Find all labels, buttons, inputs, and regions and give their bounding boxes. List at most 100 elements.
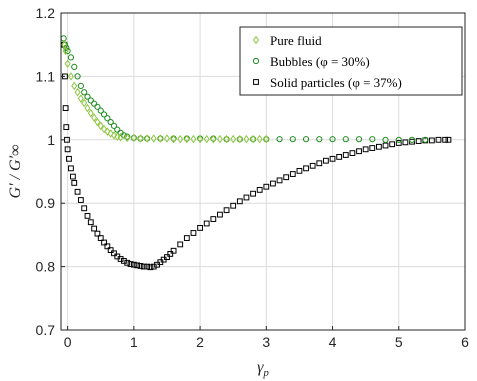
data-point xyxy=(74,188,81,195)
data-point xyxy=(91,100,98,107)
data-point xyxy=(61,40,68,49)
data-point xyxy=(203,220,210,227)
data-point xyxy=(97,121,104,131)
x-tick-label: 6 xyxy=(461,334,469,350)
data-point xyxy=(74,87,81,97)
data-point xyxy=(389,141,396,148)
legend-label: Pure fluid xyxy=(270,33,322,48)
y-tick-label: 0.9 xyxy=(36,195,56,211)
data-point xyxy=(107,129,114,138)
data-point xyxy=(100,111,108,118)
data-point xyxy=(157,134,164,143)
legend-label: Bubbles (φ = 30%) xyxy=(270,54,370,69)
data-point xyxy=(130,261,137,268)
data-point xyxy=(177,134,184,144)
data-point xyxy=(104,127,111,136)
data-point xyxy=(140,263,147,270)
data-point xyxy=(67,54,75,61)
data-point xyxy=(97,235,104,241)
data-point xyxy=(74,73,81,80)
plot-area xyxy=(60,35,452,271)
data-point xyxy=(87,97,94,104)
data-point xyxy=(296,167,303,174)
data-point xyxy=(263,183,270,190)
y-tick-label: 0.7 xyxy=(36,322,56,338)
data-point xyxy=(110,122,118,129)
data-point xyxy=(256,186,263,193)
data-point xyxy=(71,63,78,70)
x-tick-label: 5 xyxy=(395,334,403,350)
data-point xyxy=(369,136,376,143)
data-point xyxy=(243,134,250,144)
data-point xyxy=(190,230,197,236)
data-point xyxy=(316,160,323,167)
data-point xyxy=(68,165,74,172)
data-point xyxy=(94,117,101,127)
data-point xyxy=(71,180,78,186)
data-point xyxy=(336,154,343,160)
data-point xyxy=(402,139,409,146)
data-point xyxy=(77,82,84,90)
data-point xyxy=(150,134,157,143)
data-point xyxy=(230,202,237,209)
data-point xyxy=(137,263,144,269)
data-point xyxy=(84,93,91,100)
y-tick-label: 0.8 xyxy=(36,259,56,275)
data-point xyxy=(250,190,256,197)
data-point xyxy=(144,263,150,270)
data-point xyxy=(167,251,174,257)
data-point xyxy=(163,134,170,143)
data-point xyxy=(329,136,336,143)
data-point xyxy=(87,219,94,226)
data-point xyxy=(289,171,296,177)
data-point xyxy=(190,134,197,144)
data-point xyxy=(110,131,117,140)
data-point xyxy=(67,72,74,81)
data-point xyxy=(144,134,151,143)
legend-box xyxy=(239,26,463,96)
data-point xyxy=(395,136,402,143)
data-point xyxy=(349,150,356,157)
data-point xyxy=(64,47,71,55)
data-point xyxy=(127,261,134,267)
series-circle xyxy=(60,35,429,143)
data-point xyxy=(183,235,190,241)
data-point xyxy=(64,59,71,68)
data-point xyxy=(382,136,389,143)
data-point xyxy=(342,136,349,143)
data-point xyxy=(81,205,88,212)
series-diamond xyxy=(61,40,270,144)
data-point xyxy=(63,124,70,131)
data-point xyxy=(369,145,376,151)
data-point xyxy=(210,134,217,144)
x-axis-ticks: 0 1 2 3 4 5 6 xyxy=(64,326,469,350)
data-point xyxy=(114,126,121,133)
data-point xyxy=(101,239,107,246)
data-point xyxy=(104,115,111,122)
data-point xyxy=(263,134,270,144)
x-tick-label: 0 xyxy=(64,334,72,350)
x-tick-label: 2 xyxy=(196,334,204,350)
data-point xyxy=(197,225,203,231)
data-point xyxy=(70,173,76,180)
x-axis-label-subscript: p xyxy=(262,367,269,379)
data-point xyxy=(445,136,452,143)
data-point xyxy=(134,262,141,269)
data-point xyxy=(435,136,442,143)
y-axis-label: G′ / G′∞ xyxy=(7,145,24,199)
data-point xyxy=(94,103,101,110)
data-point xyxy=(362,146,369,153)
data-point xyxy=(62,46,69,56)
data-point xyxy=(183,134,190,144)
data-point xyxy=(250,134,257,144)
data-point xyxy=(77,94,84,103)
data-point xyxy=(395,140,402,146)
data-point xyxy=(91,113,98,122)
data-point xyxy=(316,136,323,143)
x-axis-label-main: γ xyxy=(257,359,264,376)
data-point xyxy=(217,211,223,218)
legend-marker xyxy=(252,57,260,65)
data-point xyxy=(87,108,94,118)
data-point xyxy=(415,138,422,144)
